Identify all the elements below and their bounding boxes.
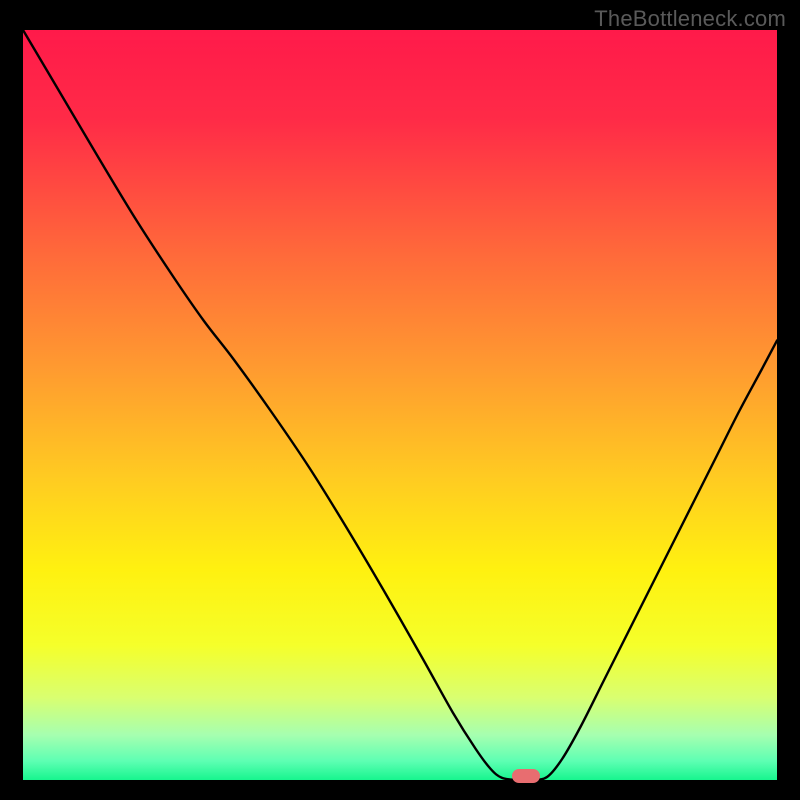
plot-svg [23,30,777,780]
watermark-text: TheBottleneck.com [594,6,786,32]
gradient-background [23,30,777,780]
bottleneck-plot [23,30,777,780]
optimum-marker [512,769,540,783]
